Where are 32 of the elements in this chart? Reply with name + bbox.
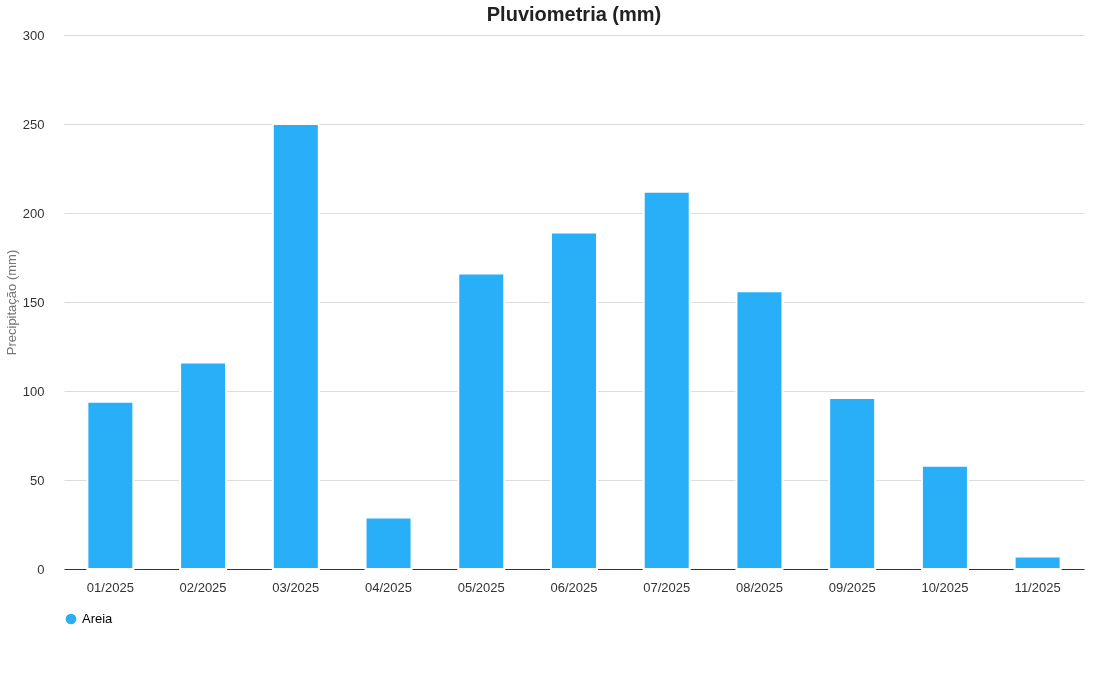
bar (1013, 555, 1062, 570)
x-tick-label: 11/2025 (1014, 579, 1061, 595)
bar (86, 400, 135, 570)
x-tick-label: 10/2025 (921, 579, 969, 595)
y-tick-label: 150 (22, 294, 45, 310)
bar (550, 231, 598, 570)
y-tick-label: 100 (22, 383, 45, 399)
x-tick-label: 07/2025 (643, 579, 691, 595)
x-tick-label: 06/2025 (550, 579, 598, 595)
bar (457, 272, 506, 570)
bar (271, 123, 320, 570)
bar (642, 190, 691, 570)
bar (364, 516, 413, 570)
bar (735, 290, 784, 570)
x-tick-label: 05/2025 (457, 579, 505, 595)
x-tick-label: 03/2025 (272, 579, 320, 595)
y-tick-label: 300 (22, 27, 45, 43)
bar (920, 464, 969, 570)
x-tick-label: 02/2025 (179, 579, 227, 595)
y-axis-title: Precipitação (mm) (3, 249, 19, 356)
x-tick-label: 09/2025 (828, 579, 876, 595)
y-tick-label: 50 (30, 472, 45, 488)
y-tick-label: 0 (37, 561, 45, 577)
y-tick-label: 200 (22, 205, 45, 221)
x-tick-label: 08/2025 (735, 579, 783, 595)
bar (179, 361, 228, 570)
chart-title: Pluviometria (mm) (486, 3, 662, 25)
bar (828, 397, 877, 570)
x-tick-label: 04/2025 (365, 579, 413, 595)
legend-label: Areia (82, 611, 114, 626)
x-tick-label: 01/2025 (86, 579, 134, 595)
y-tick-label: 250 (22, 116, 45, 132)
